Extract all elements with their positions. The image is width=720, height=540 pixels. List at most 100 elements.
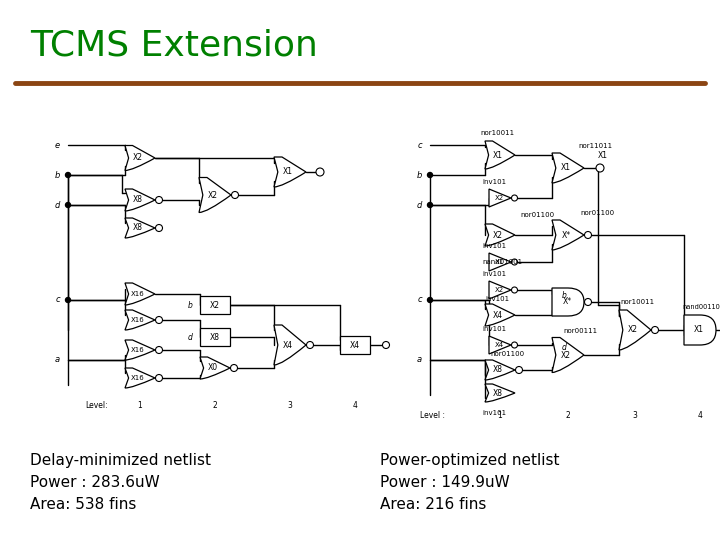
PathPatch shape xyxy=(274,325,306,365)
Text: X0: X0 xyxy=(208,363,218,373)
Text: Area: 538 fins: Area: 538 fins xyxy=(30,497,136,512)
Text: 1: 1 xyxy=(138,401,143,409)
Circle shape xyxy=(156,316,163,323)
PathPatch shape xyxy=(485,141,515,169)
PathPatch shape xyxy=(485,360,515,380)
Text: nor01100: nor01100 xyxy=(520,212,554,218)
Text: X2: X2 xyxy=(561,350,571,360)
Text: c: c xyxy=(418,295,422,305)
Text: nor10011: nor10011 xyxy=(620,299,654,305)
Circle shape xyxy=(516,367,523,374)
Circle shape xyxy=(585,299,592,306)
Text: inv101: inv101 xyxy=(485,296,509,302)
Circle shape xyxy=(66,298,71,302)
Text: X4: X4 xyxy=(350,341,360,349)
Circle shape xyxy=(66,172,71,178)
PathPatch shape xyxy=(125,340,155,360)
Text: inv101: inv101 xyxy=(482,326,506,332)
Text: X2: X2 xyxy=(210,300,220,309)
Text: nor01100: nor01100 xyxy=(580,210,614,216)
Text: 3: 3 xyxy=(633,410,637,420)
Text: X2: X2 xyxy=(133,153,143,163)
Text: nand00110: nand00110 xyxy=(682,304,720,310)
Text: 4: 4 xyxy=(353,401,357,409)
Text: X8: X8 xyxy=(133,224,143,233)
Circle shape xyxy=(316,168,324,176)
Circle shape xyxy=(156,225,163,232)
Circle shape xyxy=(156,375,163,381)
Text: Level:: Level: xyxy=(85,401,107,409)
PathPatch shape xyxy=(125,368,155,388)
Circle shape xyxy=(428,298,433,302)
Text: 4: 4 xyxy=(698,410,703,420)
Text: e: e xyxy=(55,140,60,150)
Text: TCMS Extension: TCMS Extension xyxy=(30,28,318,62)
Text: X16: X16 xyxy=(131,291,145,297)
Text: X4: X4 xyxy=(495,342,503,348)
Text: X8: X8 xyxy=(210,333,220,341)
Circle shape xyxy=(428,202,433,207)
PathPatch shape xyxy=(552,153,584,183)
Text: d: d xyxy=(188,333,193,341)
Circle shape xyxy=(230,364,238,372)
Text: 2: 2 xyxy=(566,410,570,420)
PathPatch shape xyxy=(125,310,155,330)
Circle shape xyxy=(511,342,518,348)
Text: X1: X1 xyxy=(694,326,704,334)
Text: nand01001: nand01001 xyxy=(482,259,522,265)
Text: X1: X1 xyxy=(495,259,503,265)
Text: inv101: inv101 xyxy=(482,271,506,277)
Text: nor11011: nor11011 xyxy=(578,143,612,149)
Text: X16: X16 xyxy=(131,317,145,323)
Text: Power : 283.6uW: Power : 283.6uW xyxy=(30,475,160,490)
PathPatch shape xyxy=(485,384,515,402)
Text: 2: 2 xyxy=(212,401,217,409)
Text: nor10011: nor10011 xyxy=(480,130,514,136)
Text: X2: X2 xyxy=(495,287,503,293)
PathPatch shape xyxy=(489,281,511,299)
PathPatch shape xyxy=(274,157,306,187)
PathPatch shape xyxy=(552,338,584,373)
Text: a: a xyxy=(417,355,422,364)
Circle shape xyxy=(382,341,390,348)
Text: X2: X2 xyxy=(493,231,503,240)
Circle shape xyxy=(156,347,163,354)
Text: X2: X2 xyxy=(495,195,503,201)
Text: X*: X* xyxy=(562,298,572,307)
Text: Area: 216 fins: Area: 216 fins xyxy=(380,497,487,512)
PathPatch shape xyxy=(489,253,511,271)
PathPatch shape xyxy=(619,310,651,350)
Text: a: a xyxy=(55,355,60,364)
Text: Level :: Level : xyxy=(420,410,445,420)
PathPatch shape xyxy=(125,218,155,238)
Text: X1: X1 xyxy=(561,164,571,172)
FancyBboxPatch shape xyxy=(340,336,370,354)
Text: X1: X1 xyxy=(283,167,293,177)
Circle shape xyxy=(232,192,238,199)
Text: d: d xyxy=(55,200,60,210)
PathPatch shape xyxy=(485,304,515,326)
Text: X*: X* xyxy=(562,231,570,240)
PathPatch shape xyxy=(552,220,584,250)
Circle shape xyxy=(156,197,163,204)
Circle shape xyxy=(652,327,659,334)
Text: X4: X4 xyxy=(493,310,503,320)
Text: c: c xyxy=(418,140,422,150)
Text: X4: X4 xyxy=(283,341,293,349)
Circle shape xyxy=(596,164,604,172)
PathPatch shape xyxy=(125,145,155,171)
Text: inv101: inv101 xyxy=(482,179,506,185)
FancyBboxPatch shape xyxy=(200,328,230,346)
Circle shape xyxy=(66,202,71,207)
Text: Power : 149.9uW: Power : 149.9uW xyxy=(380,475,510,490)
Text: b: b xyxy=(188,300,193,309)
Text: 3: 3 xyxy=(287,401,292,409)
Text: nor01100: nor01100 xyxy=(490,351,524,357)
Text: X1: X1 xyxy=(598,152,608,160)
Circle shape xyxy=(585,232,592,239)
Text: Power-optimized netlist: Power-optimized netlist xyxy=(380,453,559,468)
Text: b: b xyxy=(562,291,567,300)
Text: d: d xyxy=(562,343,567,353)
PathPatch shape xyxy=(125,189,155,211)
PathPatch shape xyxy=(489,336,511,354)
